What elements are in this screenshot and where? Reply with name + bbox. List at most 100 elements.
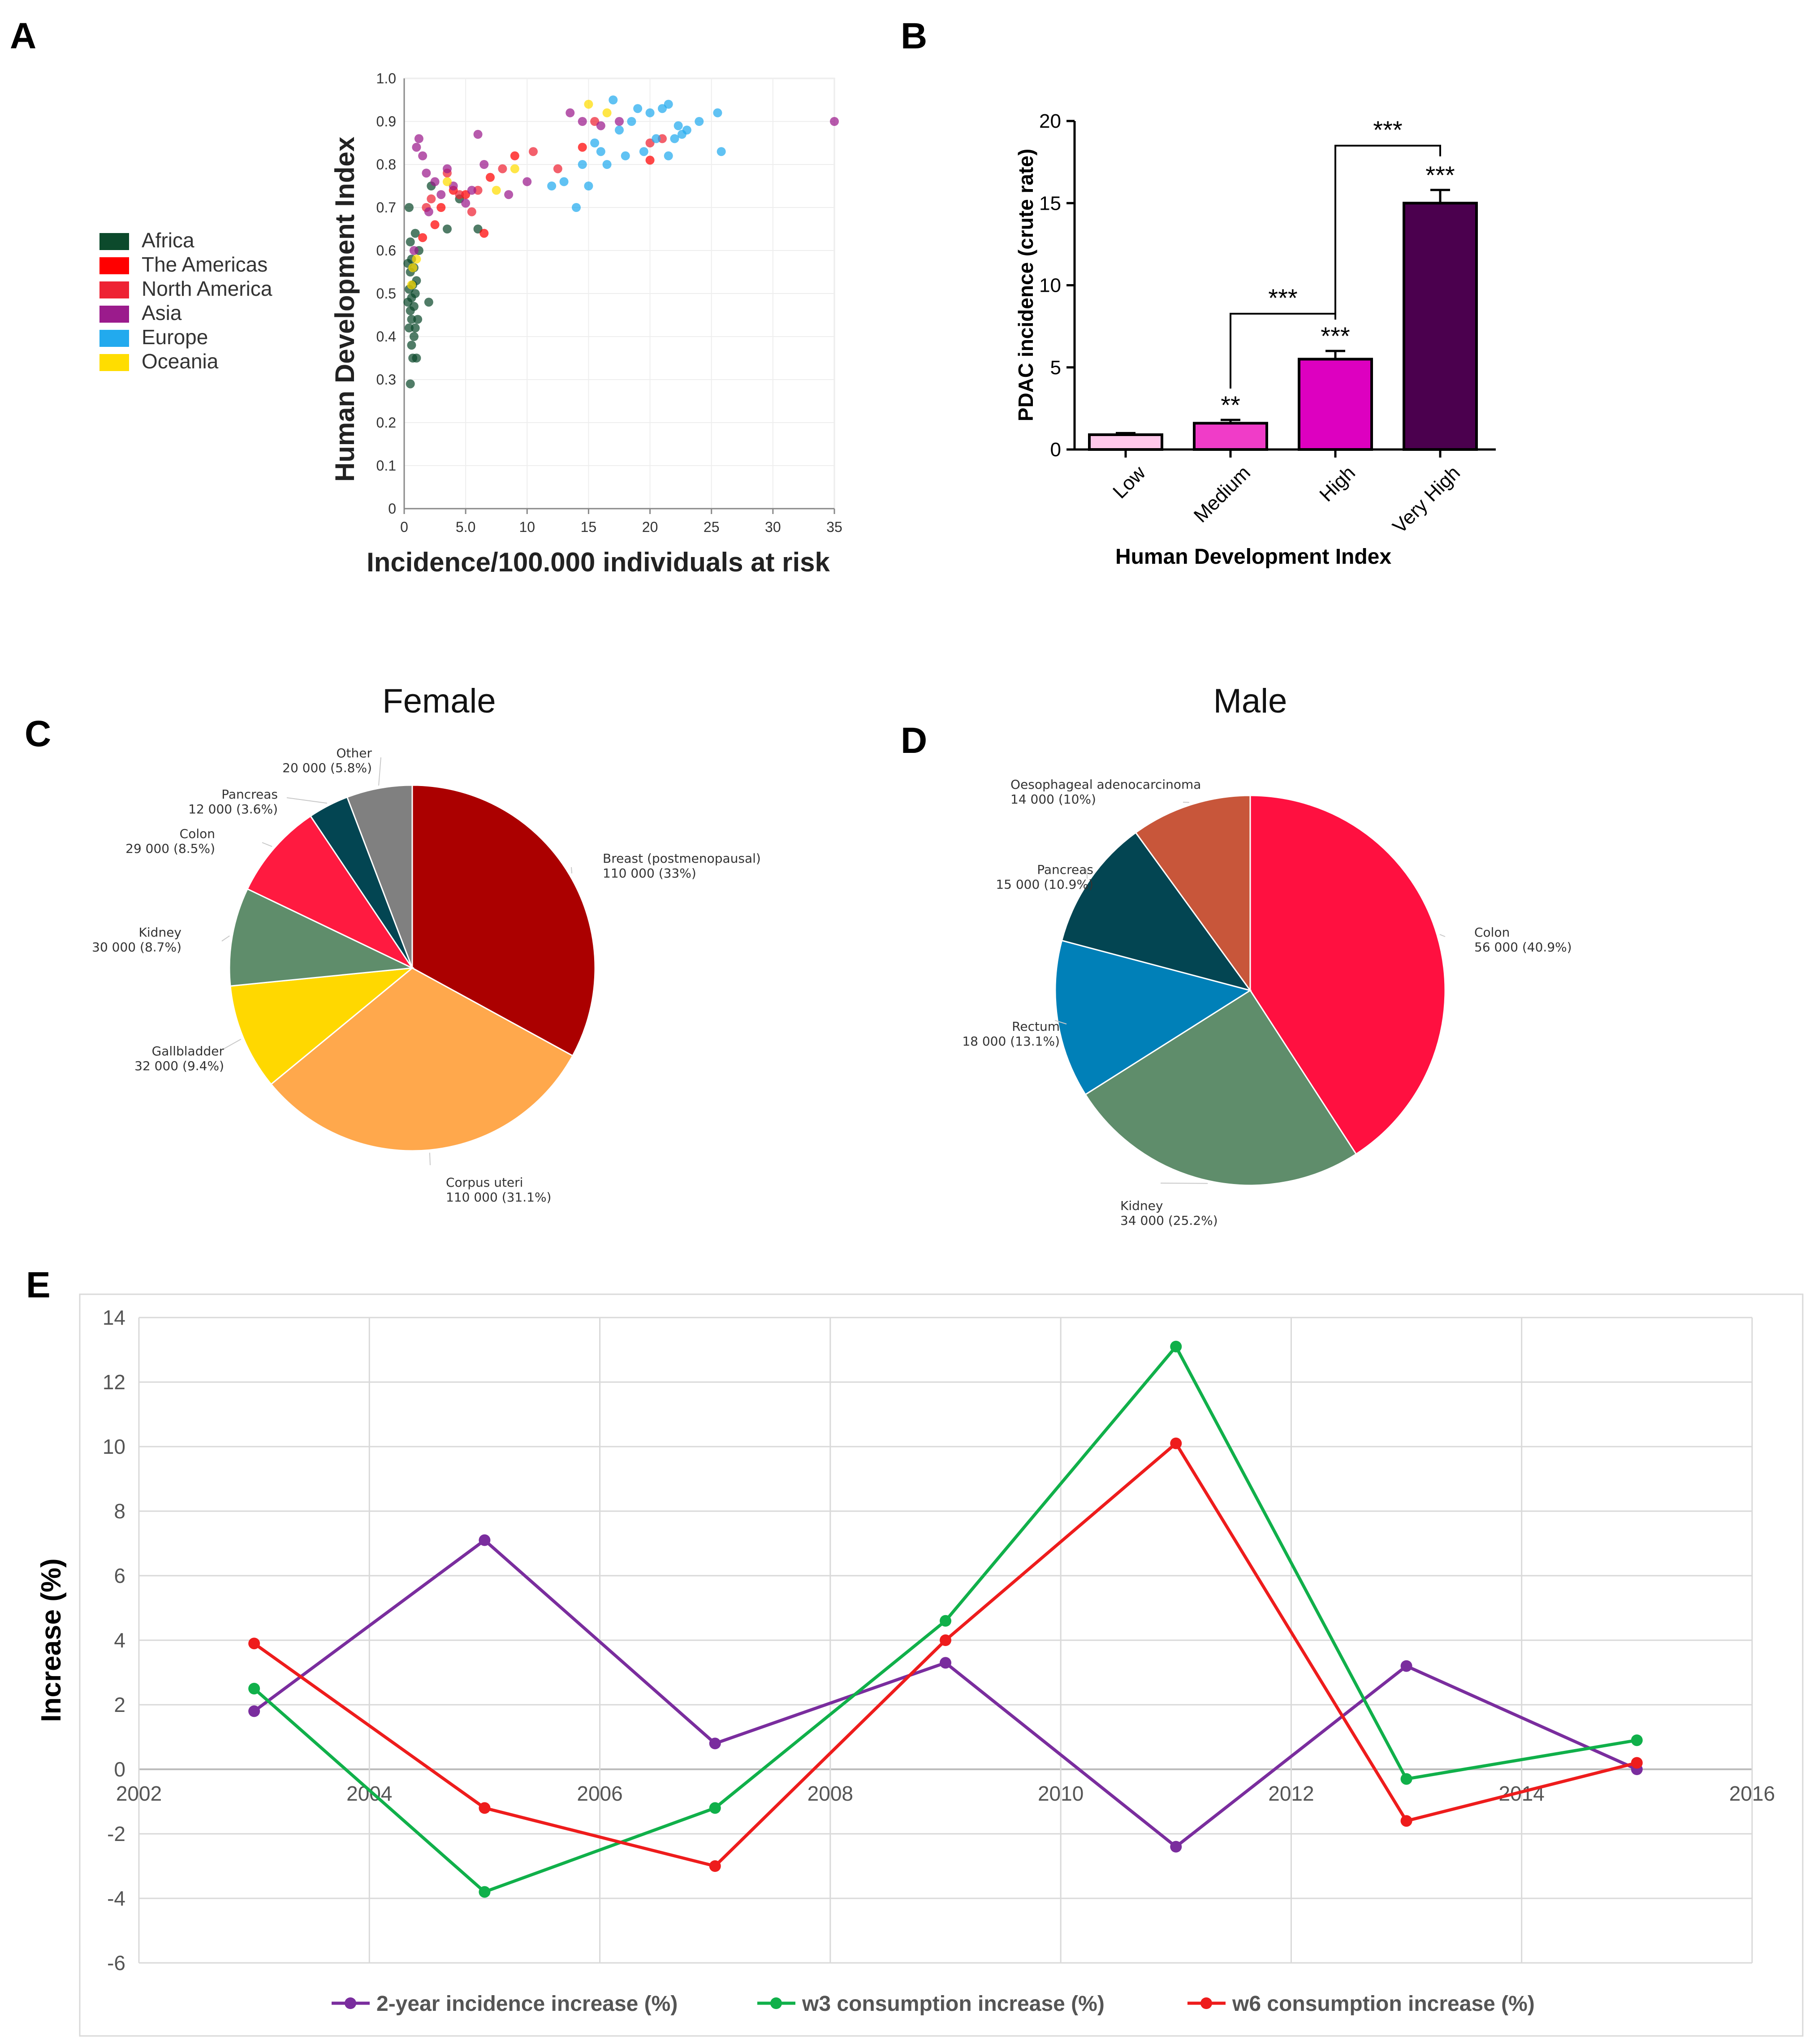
panel-a-point-europe: [602, 160, 612, 169]
panel-c-slice-kidney: [229, 888, 415, 987]
panel-a-point-europe: [713, 108, 722, 117]
panel-e-y-tick-label: 10: [103, 1435, 125, 1458]
panel-a-point-africa: [407, 315, 416, 324]
panel-a-point-europe: [609, 95, 618, 104]
panel-e-x-tick-label: 2010: [1038, 1782, 1084, 1805]
panel-d-slice-oesophageal-adenocarcinoma: [1135, 795, 1251, 993]
panel-c-slice-corpus-uteri: [270, 967, 574, 1152]
panel-d-label-colon: Colon: [1474, 925, 1510, 940]
panel-a-point-north-america: [455, 190, 464, 199]
panel-e-y-tick-label: -4: [107, 1887, 125, 1910]
panel-d-leader-line: [1183, 802, 1189, 803]
panel-a-point-europe: [627, 117, 636, 126]
panel-c-value-corpus-uteri: 110 000 (31.1%): [446, 1190, 551, 1205]
panel-a-point-europe: [717, 147, 726, 156]
panel-a-point-asia: [418, 151, 427, 160]
panel-letter-b: B: [901, 16, 927, 56]
panel-e-series-1-point: [709, 1737, 721, 1750]
panel-d-label-pancreas: Pancreas: [1037, 862, 1093, 877]
panel-c-label-pancreas: Pancreas: [221, 787, 278, 802]
panel-e-series-3-point: [709, 1860, 721, 1872]
panel-c-label-kidney: Kidney: [139, 925, 181, 940]
panel-a-x-tick-label: 0: [400, 519, 408, 535]
panel-a-legend-label: Africa: [142, 229, 194, 252]
panel-a-x-tick-label: 25: [704, 519, 720, 535]
panel-a-legend-swatch: [99, 306, 129, 323]
panel-a-point-asia: [409, 246, 419, 255]
panel-letter-e: E: [26, 1265, 51, 1305]
panel-a-point-africa: [404, 203, 414, 212]
panel-b-bar-high: [1298, 358, 1373, 451]
panel-d-slice-rectum: [1054, 939, 1252, 1096]
panel-a-point-africa: [413, 315, 423, 324]
panel-b-bar-significance: ***: [1321, 322, 1350, 350]
panel-a-y-tick-label: 1.0: [376, 70, 396, 86]
panel-a-point-africa: [409, 332, 419, 341]
panel-a-x-ticks: 0 5.0 10 15 20 25 30 35: [400, 509, 842, 535]
panel-d-value-kidney: 34 000 (25.2%): [1120, 1213, 1218, 1228]
panel-d-title: Male: [1213, 682, 1287, 720]
panel-a-point-asia: [596, 121, 605, 130]
panel-a-point-north-america: [473, 186, 483, 195]
panel-a-point-the-americas: [486, 173, 495, 182]
panel-a-legend-label: Oceania: [142, 350, 219, 373]
panel-e-legend: 2-year incidence increase (%) w3 consumpt…: [332, 1992, 1535, 2016]
panel-a-point-europe: [652, 134, 661, 143]
panel-b-bar-medium: [1193, 422, 1268, 451]
panel-e-y-tick-label: 6: [114, 1564, 125, 1587]
panel-b-bar-very-high: [1403, 202, 1478, 451]
panel-a-point-oceania: [584, 99, 593, 109]
panel-b-bar-significance: **: [1221, 391, 1240, 419]
panel-e-series-2-point: [1400, 1773, 1412, 1785]
panel-d-slices: [1054, 795, 1446, 1186]
panel-c-leader-line: [286, 797, 328, 804]
panel-a-point-the-americas: [418, 233, 427, 242]
panel-a-y-tick-label: 0.2: [376, 415, 396, 431]
panel-e-legend-label: w6 consumption increase (%): [1232, 1992, 1535, 2016]
panel-a-y-tick-label: 0.5: [376, 285, 396, 302]
panel-a-y-label: Human Development Index: [330, 137, 360, 482]
panel-letter-a: A: [10, 16, 36, 56]
panel-e-series-3-point: [1170, 1437, 1182, 1449]
panel-a-y-ticks: 0 0.1 0.2 0.3 0.4 0.5 0.6 0.7 0.8 0.9 1.0: [376, 70, 396, 517]
panel-e-x-ticks: 2002 2004 2006 2008 2010 2012 2014 2016: [116, 1782, 1775, 1805]
panel-a-point-asia: [522, 177, 532, 186]
panel-d-label-kidney: Kidney: [1120, 1198, 1163, 1213]
panel-e-y-tick-label: 8: [114, 1500, 125, 1523]
panel-a-scatter: 0 5.0 10 15 20 25 30 35 00.10.20.30.40.50.60.70…: [99, 70, 842, 577]
panel-a-x-tick-label: 30: [765, 519, 781, 535]
panel-a-point-asia: [412, 143, 421, 152]
panel-a-point-asia: [436, 190, 446, 199]
panel-e-y-label: Increase (%): [36, 1558, 67, 1722]
panel-a-point-europe: [645, 108, 655, 117]
panel-c-label-other: Other: [336, 746, 372, 761]
panel-a-point-europe: [639, 147, 648, 156]
panel-b-bar-low: [1088, 433, 1163, 451]
panel-d-label-rectum: Rectum: [1012, 1019, 1060, 1034]
panel-a-point-north-america: [658, 134, 667, 143]
panel-c-title: Female: [382, 682, 496, 720]
panel-a-point-the-americas: [645, 156, 655, 165]
panel-d-value-pancreas: 15 000 (10.9%): [996, 877, 1093, 892]
panel-d-leader-line: [1439, 934, 1446, 937]
panel-e-gridlines: [138, 1317, 1753, 1964]
panel-a-point-the-americas: [578, 143, 587, 152]
panel-b-y-label: PDAC incidence (crute rate): [1014, 149, 1037, 421]
panel-e-series-3-point: [479, 1802, 491, 1814]
panel-a-point-the-americas: [430, 220, 440, 229]
panel-d-label-oesophageal-adenocarcinoma: Oesophageal adenocarcinoma: [1010, 777, 1201, 792]
panel-e-series-3-point: [1400, 1815, 1412, 1827]
panel-c-label-colon: Colon: [180, 826, 215, 841]
panel-a-point-europe: [621, 151, 630, 160]
panel-a-point-europe: [633, 104, 643, 113]
panel-e-y-tick-label: -6: [107, 1951, 125, 1975]
panel-a-legend-label: Asia: [142, 301, 182, 324]
panel-c-value-colon: 29 000 (8.5%): [125, 841, 215, 856]
panel-e-series: [248, 1340, 1643, 1898]
panel-e-legend-marker: [770, 1997, 782, 2009]
panel-e-x-tick-label: 2012: [1268, 1782, 1314, 1805]
panel-a-point-oceania: [412, 255, 421, 264]
panel-a-point-africa: [424, 298, 433, 307]
panel-c-label-corpus-uteri: Corpus uteri: [446, 1175, 523, 1190]
